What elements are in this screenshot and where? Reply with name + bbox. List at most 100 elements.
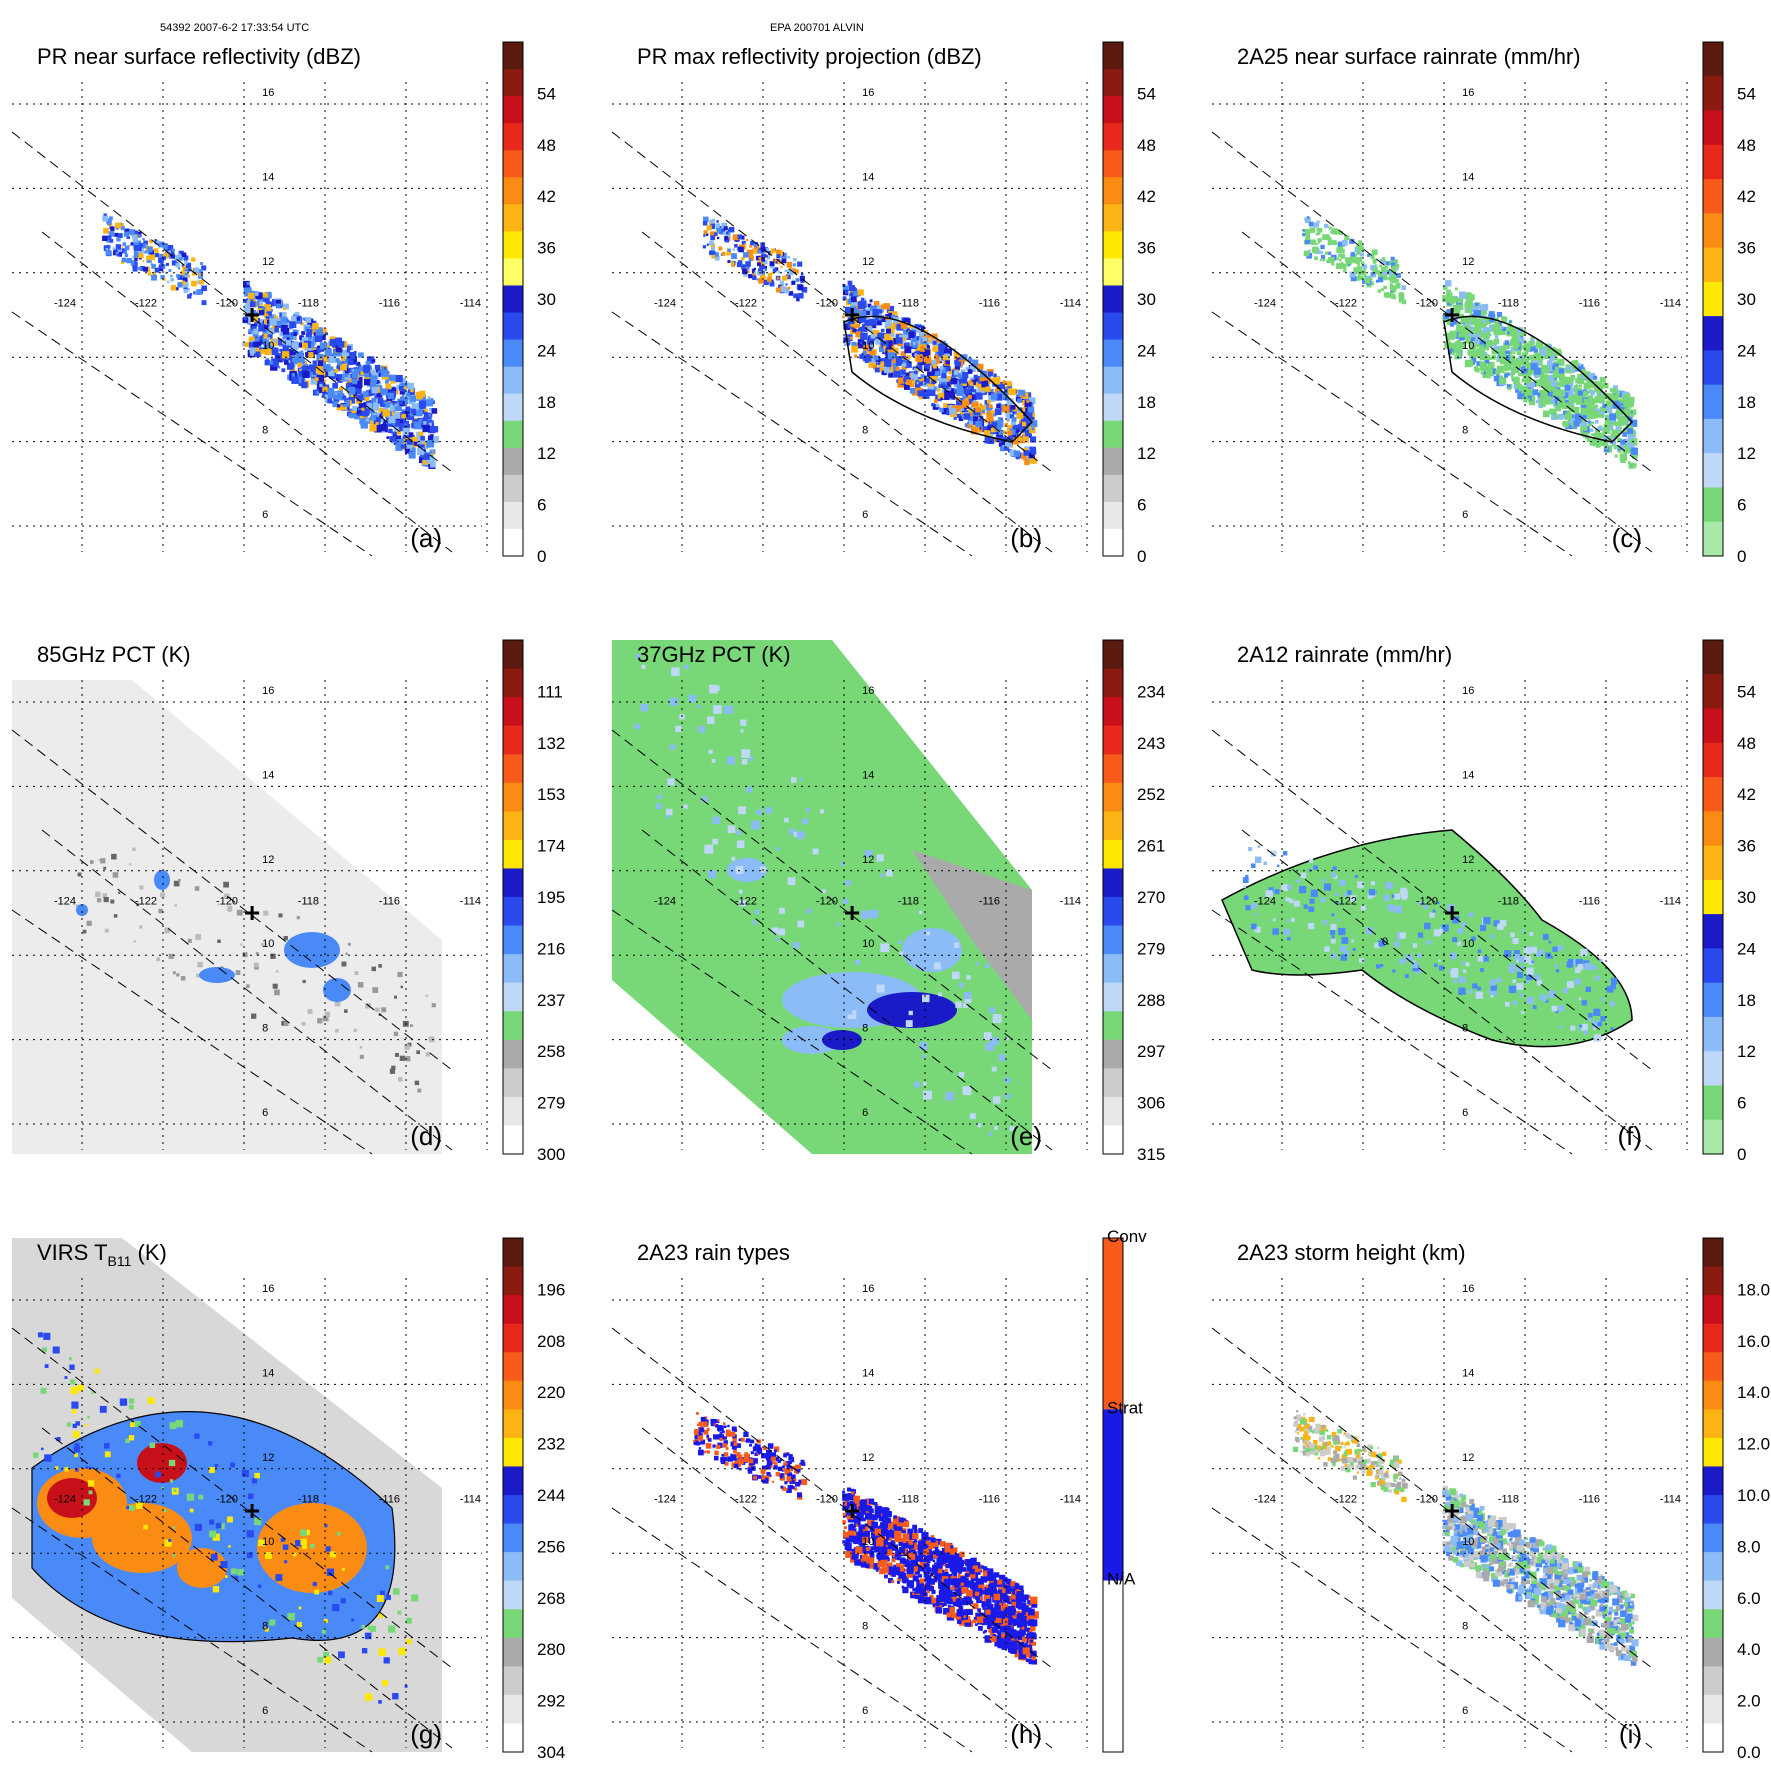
rain-pixel [116, 1473, 121, 1478]
swath-edge [641, 231, 1053, 553]
rain-pixel [1586, 372, 1591, 376]
rain-pixel [194, 886, 200, 891]
rain-pixel [269, 360, 274, 365]
rain-pixel [1515, 389, 1519, 393]
colorbar-segment [503, 1466, 523, 1496]
rain-pixel [254, 1472, 260, 1479]
rain-pixel [334, 368, 339, 373]
rain-pixel [118, 891, 121, 894]
rain-pixel [377, 398, 384, 404]
rain-pixel [423, 412, 431, 420]
rain-pixel [740, 729, 744, 733]
lon-tick-label: -124 [54, 298, 76, 310]
rain-pixel [669, 744, 676, 750]
rain-pixel [1356, 246, 1359, 249]
rain-pixel [391, 411, 396, 416]
rain-pixel [1395, 283, 1401, 289]
rain-pixel [151, 274, 157, 281]
rain-pixel [394, 416, 400, 422]
rain-pixel [969, 406, 974, 412]
rain-pixel [1303, 250, 1310, 257]
rain-pixel [1579, 374, 1585, 381]
lon-tick-label: -114 [1660, 896, 1681, 908]
rain-pixel [1508, 320, 1512, 323]
rain-pixel [984, 436, 992, 444]
rain-pixel [143, 1524, 148, 1530]
rain-pixel [1321, 254, 1326, 259]
rain-pixel [268, 311, 272, 316]
rain-pixel [372, 398, 380, 406]
colorbar-segment [1103, 954, 1123, 984]
rain-pixel [891, 311, 898, 318]
rain-pixel [775, 258, 780, 263]
rain-pixel [172, 1553, 176, 1557]
rain-pixel [1389, 279, 1393, 283]
rain-pixel [781, 258, 787, 264]
colorbar-tick-label: 237 [537, 991, 565, 1010]
rain-pixel [667, 778, 675, 786]
rain-pixel [723, 1436, 727, 1440]
rain-pixel [418, 431, 424, 437]
rain-pixel [1570, 360, 1574, 364]
rain-pixel [1031, 449, 1037, 455]
rain-pixel [1417, 932, 1424, 938]
storm-center-cross [245, 906, 260, 920]
rain-pixel [1474, 326, 1482, 334]
rain-pixel [1469, 342, 1475, 348]
rain-pixel [683, 804, 688, 809]
rain-pixel [1521, 386, 1528, 394]
rain-pixel [248, 328, 253, 333]
rain-pixel [993, 413, 996, 417]
rain-pixel [291, 358, 296, 363]
rain-pixel [298, 358, 305, 364]
rain-pixel [787, 1485, 792, 1490]
rain-pixel [1319, 258, 1323, 262]
rain-pixel [1564, 399, 1569, 404]
rain-pixel [702, 1421, 708, 1427]
rain-pixel [1475, 367, 1480, 373]
rain-pixel [1497, 923, 1504, 930]
rain-pixel [1543, 410, 1550, 418]
rain-pixel [1607, 393, 1614, 401]
colorbar-segment [1103, 366, 1123, 395]
rain-pixel [931, 366, 939, 373]
rain-pixel [1354, 874, 1358, 879]
rain-pixel [1476, 343, 1481, 348]
rain-pixel [900, 353, 906, 359]
rain-pixel [915, 327, 922, 333]
rain-pixel [142, 238, 145, 241]
rain-pixel [1565, 392, 1569, 396]
rain-pixel [1506, 326, 1514, 334]
lat-tick-label: 16 [262, 685, 274, 697]
rain-pixel [1548, 990, 1556, 998]
rain-pixel [1532, 1005, 1537, 1010]
rain-pixel [763, 279, 769, 286]
rain-pixel [990, 393, 998, 400]
rain-pixel [1009, 1164, 1018, 1173]
rain-pixel [163, 253, 169, 259]
colorbar-tick-label: 54 [537, 84, 556, 103]
rain-pixel [263, 304, 271, 312]
rain-pixel [196, 973, 200, 978]
rain-pixel [254, 1517, 262, 1526]
rain-pixel [752, 920, 757, 925]
rain-pixel [1023, 425, 1031, 433]
rain-pixel [1508, 384, 1513, 388]
rain-pixel [201, 265, 207, 271]
rain-pixel [918, 330, 926, 338]
rain-pixel [256, 340, 262, 346]
rain-pixel [725, 1447, 729, 1450]
rain-pixel [740, 1437, 745, 1442]
rain-pixel [987, 432, 994, 439]
rain-pixel [378, 370, 381, 373]
rain-pixel [1347, 890, 1352, 895]
rain-pixel [1555, 406, 1560, 412]
rain-pixel [322, 386, 328, 392]
rain-cell [902, 928, 962, 972]
rain-pixel [1356, 251, 1361, 255]
rain-pixel [75, 1421, 80, 1426]
rain-pixel [363, 368, 369, 374]
rain-pixel [1623, 418, 1627, 423]
rain-pixel [393, 389, 399, 395]
